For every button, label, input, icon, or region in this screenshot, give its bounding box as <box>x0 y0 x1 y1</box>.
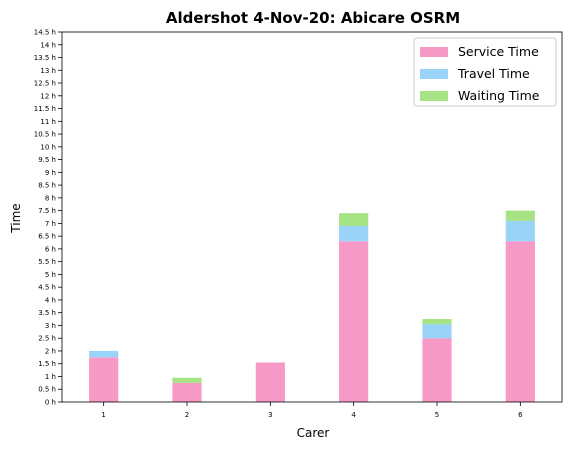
y-tick-label: 0 h <box>45 399 56 407</box>
legend-swatch <box>420 69 448 79</box>
bar-service-time-carer-3 <box>255 362 285 402</box>
y-tick-label: 4.5 h <box>38 284 56 292</box>
y-tick-label: 0.5 h <box>38 386 56 394</box>
y-tick-label: 1 h <box>45 373 56 381</box>
y-tick-label: 12.5 h <box>34 80 56 88</box>
x-tick-label: 2 <box>185 411 189 419</box>
bar-waiting-time-carer-5 <box>422 319 452 325</box>
y-tick-label: 6 h <box>45 245 56 253</box>
y-tick-label: 11 h <box>40 118 56 126</box>
y-tick-label: 5.5 h <box>38 258 56 266</box>
y-tick-label: 8 h <box>45 194 56 202</box>
y-tick-label: 3 h <box>45 322 56 330</box>
legend-box <box>413 37 557 107</box>
bar-service-time-carer-2 <box>172 382 202 402</box>
y-axis-label: Time <box>9 203 23 233</box>
y-tick-label: 7.5 h <box>38 207 56 215</box>
bar-travel-time-carer-4 <box>339 225 369 242</box>
y-tick-label: 13.5 h <box>34 54 56 62</box>
bar-waiting-time-carer-6 <box>505 210 535 221</box>
bar-travel-time-carer-5 <box>422 324 452 339</box>
y-tick-label: 13 h <box>40 67 56 75</box>
y-tick-label: 2 h <box>45 347 56 355</box>
legend-swatch <box>420 47 448 57</box>
x-tick-label: 6 <box>518 411 523 419</box>
legend-label: Travel Time <box>457 66 530 81</box>
x-tick-label: 5 <box>435 411 439 419</box>
legend: Service Time Travel Time Waiting Time <box>413 37 557 107</box>
legend-label: Service Time <box>458 44 539 59</box>
bar-travel-time-carer-1 <box>89 350 119 358</box>
chart-title: Aldershot 4-Nov-20: Abicare OSRM <box>166 9 460 27</box>
legend-label: Waiting Time <box>458 88 540 103</box>
y-tick-label: 10 h <box>40 143 56 151</box>
bar-waiting-time-carer-2 <box>172 377 202 383</box>
bar-service-time-carer-6 <box>505 241 535 402</box>
y-tick-label: 4 h <box>45 296 56 304</box>
bar-service-time-carer-5 <box>422 338 452 402</box>
y-tick-label: 9.5 h <box>38 156 56 164</box>
y-tick-label: 12 h <box>40 92 56 100</box>
plot-area: 1 2 3 4 5 6 0 h 0.5 h 1 h 1.5 h 2 h 2.5 h 3 h 3.5 h 4 … <box>34 29 563 419</box>
y-tick-label: 14 h <box>40 41 56 49</box>
y-tick-label: 14.5 h <box>34 29 56 37</box>
x-axis-label: Carer <box>297 426 330 440</box>
bar-travel-time-carer-6 <box>505 220 535 242</box>
y-tick-label: 11.5 h <box>34 105 56 113</box>
x-tick-label: 4 <box>351 411 356 419</box>
y-tick-label: 8.5 h <box>38 182 56 190</box>
y-tick-label: 5 h <box>45 271 56 279</box>
y-tick-label: 6.5 h <box>38 233 56 241</box>
y-tick-label: 3.5 h <box>38 309 56 317</box>
y-tick-label: 1.5 h <box>38 360 56 368</box>
x-tick-label: 3 <box>268 411 272 419</box>
bar-service-time-carer-4 <box>339 241 369 402</box>
legend-swatch <box>420 91 448 101</box>
y-tick-label: 10.5 h <box>34 131 56 139</box>
bar-service-time-carer-1 <box>89 357 119 402</box>
y-tick-label: 9 h <box>45 169 56 177</box>
plot-frame <box>61 31 563 403</box>
y-tick-label: 7 h <box>45 220 56 228</box>
x-tick-label: 1 <box>101 411 105 419</box>
y-tick-label: 2.5 h <box>38 335 56 343</box>
bar-waiting-time-carer-4 <box>339 213 369 226</box>
